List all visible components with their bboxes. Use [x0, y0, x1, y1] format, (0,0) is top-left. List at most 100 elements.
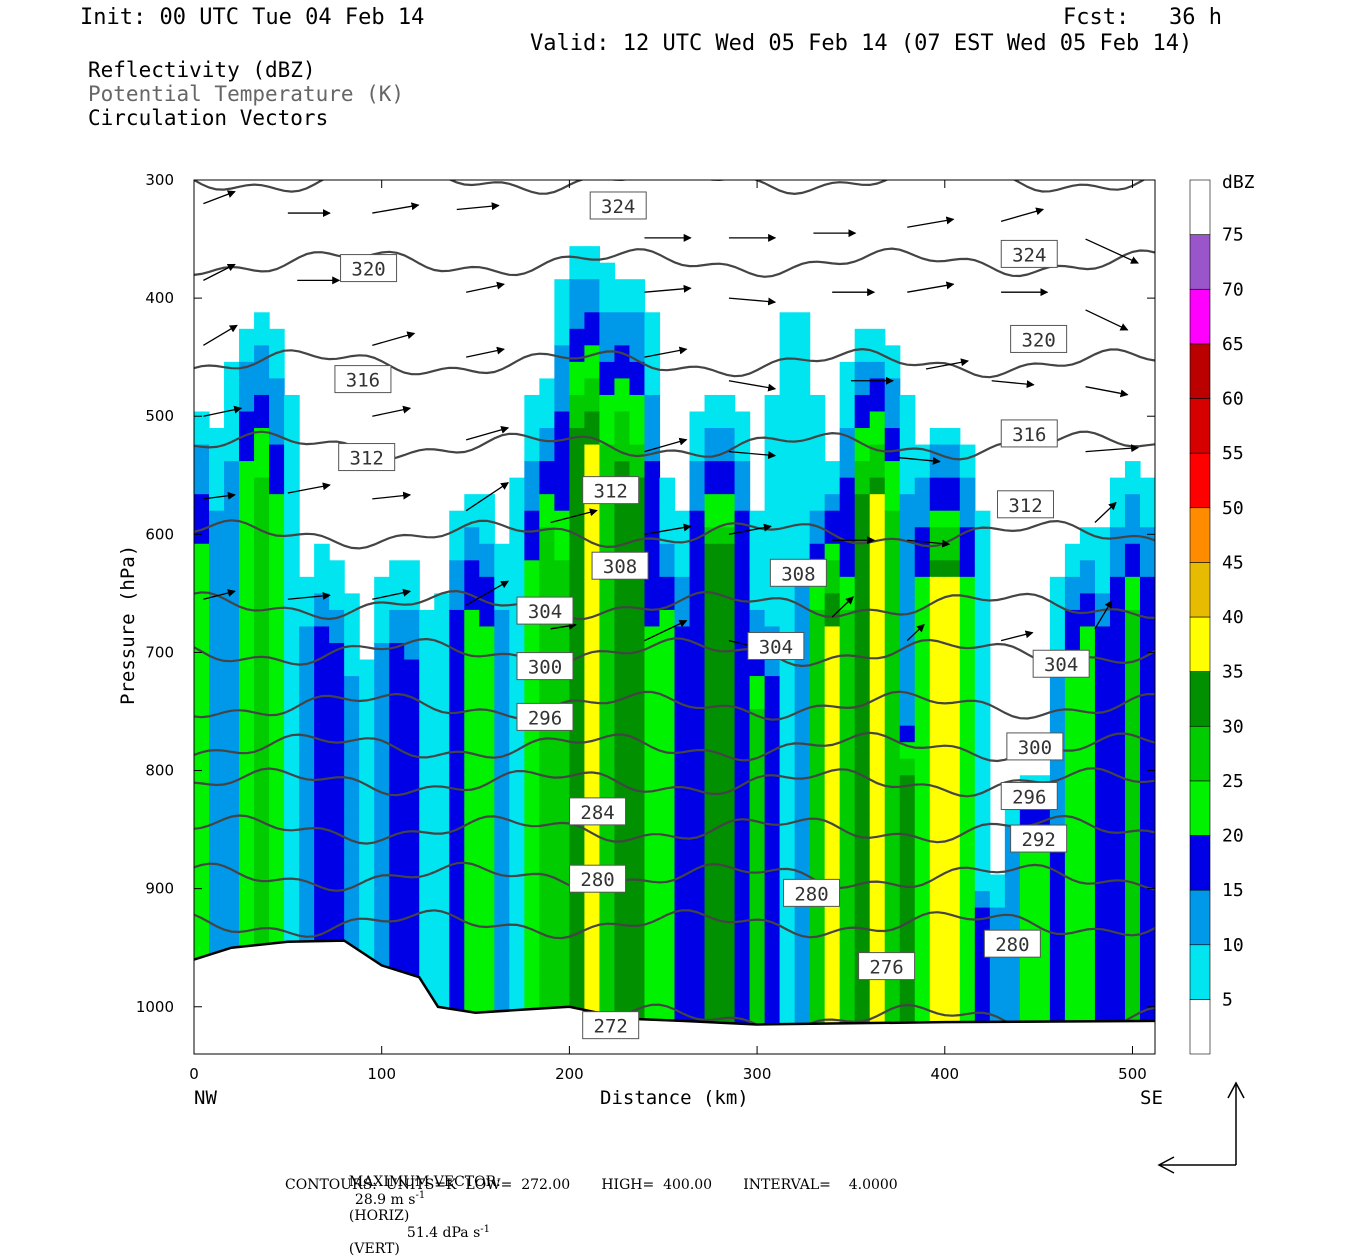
reflectivity-cell-1426	[764, 543, 781, 561]
reflectivity-cell-904	[569, 758, 586, 776]
reflectivity-cell-811	[539, 808, 555, 826]
reflectivity-cell-1484	[779, 758, 796, 776]
reflectivity-cell-136	[239, 609, 255, 628]
theta-contour-276	[194, 909, 1155, 940]
reflectivity-cell-292	[299, 576, 315, 594]
reflectivity-cell-877	[569, 312, 586, 330]
reflectivity-cell-515	[404, 924, 420, 942]
reflectivity-cell-661	[479, 758, 495, 776]
reflectivity-cell-2213	[1109, 626, 1126, 644]
reflectivity-cell-875	[569, 279, 586, 297]
reflectivity-cell-151	[239, 857, 255, 876]
colorbar-swatch-0	[1189, 999, 1211, 1055]
reflectivity-cell-1208	[674, 758, 691, 776]
reflectivity-cell-1479	[779, 676, 796, 694]
reflectivity-cell-927	[584, 328, 601, 346]
reflectivity-cell-309	[299, 857, 315, 876]
reflectivity-cell-656	[479, 676, 495, 694]
reflectivity-cell-1254	[689, 874, 706, 892]
reflectivity-cell-1824	[899, 857, 916, 876]
reflectivity-cell-1255	[689, 891, 706, 909]
reflectivity-cell-2209	[1109, 560, 1126, 578]
reflectivity-cell-821	[539, 973, 555, 991]
reflectivity-cell-2166	[1079, 957, 1096, 975]
reflectivity-cell-905	[569, 775, 586, 793]
reflectivity-cell-705	[494, 973, 510, 991]
reflectivity-cell-735	[509, 891, 525, 909]
reflectivity-cell-671	[479, 924, 495, 942]
reflectivity-cell-1688	[854, 709, 871, 727]
reflectivity-cell-1998	[974, 709, 991, 727]
reflectivity-cell-1672	[854, 444, 871, 462]
reflectivity-cell-862	[554, 874, 570, 892]
reflectivity-cell-626	[464, 742, 480, 760]
reflectivity-cell-556	[434, 692, 450, 710]
reflectivity-cell-2100	[1049, 907, 1066, 925]
y-tick-label-1000: 1000	[136, 998, 174, 1016]
reflectivity-cell-172	[254, 461, 270, 479]
reflectivity-cell-847	[554, 626, 570, 644]
reflectivity-cell-539	[419, 874, 435, 892]
reflectivity-cell-235	[269, 775, 285, 793]
reflectivity-cell-456	[374, 940, 390, 958]
max-vector-vertical-unit: (VERT)	[348, 1241, 400, 1257]
contour-label-text-4: 316	[346, 370, 380, 392]
reflectivity-cell-2280	[1139, 560, 1155, 578]
reflectivity-cell-808	[539, 758, 555, 776]
reflectivity-cell-471	[389, 692, 405, 710]
reflectivity-cell-1533	[794, 824, 811, 843]
reflectivity-cell-1030	[614, 461, 631, 479]
reflectivity-cell-87	[224, 527, 240, 545]
reflectivity-cell-2181	[1094, 676, 1111, 694]
vector-23	[728, 380, 777, 392]
reflectivity-cell-1858	[914, 808, 931, 826]
reflectivity-cell-1897	[929, 824, 946, 843]
reflectivity-cell-672	[479, 940, 495, 958]
contour-label-box-21	[783, 878, 841, 907]
reflectivity-cell-305	[299, 791, 315, 809]
reflectivity-cell-2303	[1139, 940, 1155, 958]
reflectivity-cell-869	[554, 990, 570, 1008]
reflectivity-cell-981	[599, 428, 616, 446]
reflectivity-cell-1185	[659, 924, 676, 942]
reflectivity-cell-1397	[749, 725, 766, 743]
reflectivity-cell-361	[329, 709, 345, 727]
contour-label-10: 308	[769, 558, 827, 587]
reflectivity-cell-2179	[1094, 642, 1111, 661]
reflectivity-cell-2230	[1109, 907, 1126, 925]
reflectivity-cell-1395	[749, 692, 766, 710]
reflectivity-cell-1878	[929, 510, 946, 528]
reflectivity-cell-559	[434, 742, 450, 760]
reflectivity-cell-771	[524, 824, 540, 843]
reflectivity-cell-683	[494, 609, 510, 628]
reflectivity-cell-1126	[644, 527, 661, 545]
reflectivity-cell-1073	[629, 394, 646, 413]
reflectivity-cell-1441	[764, 791, 781, 809]
reflectivity-cell-1339	[719, 957, 736, 975]
theta-contour-304	[194, 589, 1155, 621]
reflectivity-cell-2226	[1109, 841, 1126, 859]
contour-label-8: 312	[996, 490, 1054, 519]
reflectivity-cell-2146	[1079, 626, 1096, 644]
reflectivity-cell-1178	[659, 808, 676, 826]
reflectivity-cell-2126	[1064, 824, 1081, 843]
reflectivity-cell-1975	[959, 874, 976, 892]
reflectivity-cell-779	[524, 957, 540, 975]
vector-28	[203, 405, 243, 417]
reflectivity-cell-611	[464, 494, 480, 512]
reflectivity-cell-1812	[899, 659, 916, 677]
reflectivity-cell-791	[539, 477, 555, 495]
reflectivity-cell-1629	[839, 461, 856, 479]
reflectivity-cell-2069	[1034, 874, 1051, 892]
reflectivity-cell-1596	[824, 609, 841, 628]
reflectivity-cell-1069	[629, 328, 646, 346]
reflectivity-cell-170	[254, 428, 270, 446]
reflectivity-cell-1235	[689, 560, 706, 578]
reflectivity-cell-365	[329, 775, 345, 793]
theta-contour-292	[194, 731, 1155, 763]
reflectivity-cell-2141	[1079, 543, 1096, 561]
reflectivity-cell-1119	[644, 411, 661, 429]
reflectivity-cell-1903	[929, 924, 946, 942]
reflectivity-cell-1053	[614, 841, 631, 859]
reflectivity-cell-397	[344, 841, 360, 859]
